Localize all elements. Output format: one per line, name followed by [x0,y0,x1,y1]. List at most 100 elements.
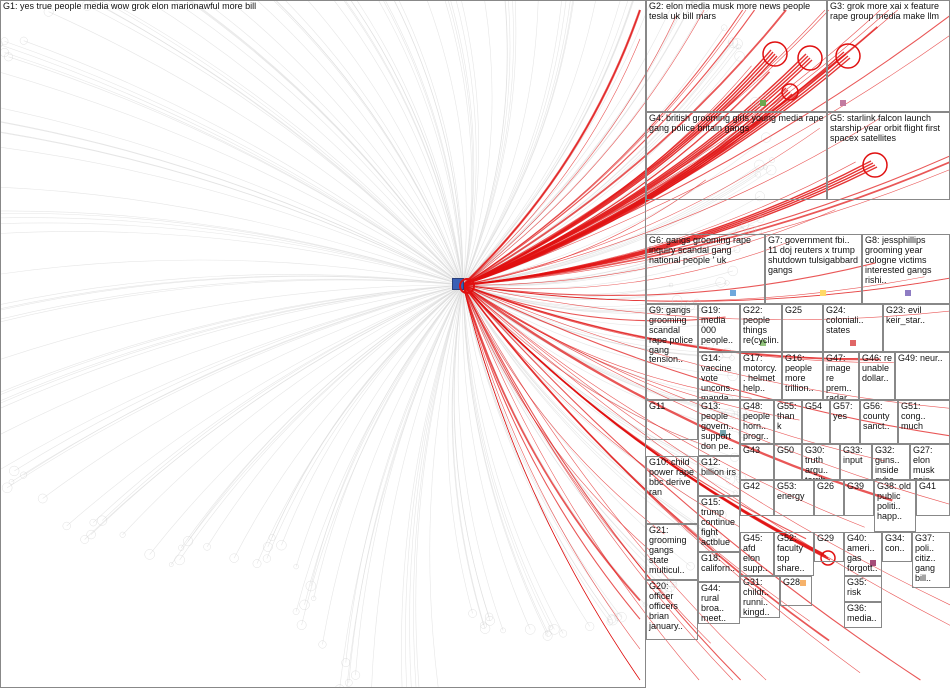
group-box-g52: G52: faculty top share.. [774,532,814,576]
group-box-g43: G43 [740,444,774,480]
group-box-g1: G1: yes true people media wow grok elon … [0,0,646,688]
group-label: G42 [743,482,771,492]
group-label: G23: evil keir_star.. [886,306,947,326]
group-box-g46: G46: re unable dollar.. [859,352,895,400]
group-box-g26: G26 [814,480,844,516]
group-label: G48: people horn.. progr.. [743,402,771,442]
group-box-g8: G8: jessphillips grooming year cologne v… [862,234,950,304]
group-label: G26 [817,482,841,492]
group-label: G11 [649,402,695,412]
group-label: G53: energy [777,482,811,502]
group-label: G19: media 000 people.. [701,306,737,346]
group-box-g17: G17: motorcy.. helmet help.. [740,352,782,400]
group-box-g21: G21: grooming gangs state multicul.. [646,524,698,580]
group-label: G29 [817,534,841,544]
group-box-g29: G29 [814,532,844,562]
group-label: G49: neur.. [898,354,947,364]
group-label: G56: county sanct.. [863,402,895,432]
group-label: G9: gangs grooming scandal rape police g… [649,306,695,365]
group-box-g38: G38: old public politi.. happ.. [874,480,916,532]
group-label: G35: risk [847,578,879,598]
group-label: G43 [743,446,771,456]
group-label: G44: rural broa.. meet.. [701,584,737,624]
group-label: G50 [777,446,799,456]
group-box-g32: G32: guns.. inside cybe.. [872,444,910,480]
group-label: G45: afd elon supp.. [743,534,771,574]
group-label: G54 [805,402,827,412]
group-label: G8: jessphillips grooming year cologne v… [865,236,947,285]
group-box-g5: G5: starlink falcon launch starship year… [827,112,950,200]
group-box-g40: G40: ameri.. gas forgott.. [844,532,882,576]
group-box-g56: G56: county sanct.. [860,400,898,444]
group-box-g57: G57: yes [830,400,860,444]
group-label: G16: people more trillion.. [785,354,820,394]
group-box-g31: G31: childr.. runni.. kingd.. [740,576,780,618]
group-label: G5: starlink falcon launch starship year… [830,114,947,144]
group-label: G24: coloniali.. states [826,306,880,336]
group-label: G13: people govern.. support don pe.. [701,402,737,451]
group-label: G46: re unable dollar.. [862,354,892,384]
group-box-g9: G9: gangs grooming scandal rape police g… [646,304,698,400]
group-box-g27: G27: elon musk goin.. [910,444,950,480]
group-label: G41 [919,482,947,492]
group-label: G18: californ.. [701,554,737,574]
group-box-g34: G34: con.. [882,532,912,562]
group-label: G47: image re prem.. radar.. [826,354,856,400]
group-box-g42: G42 [740,480,774,516]
group-label: G2: elon media musk more news people tes… [649,2,824,22]
central-hub-circle [459,278,475,294]
group-box-g10: G10: child power rape bbc derive ran [646,456,698,524]
group-box-g39: G39 [844,480,874,516]
group-box-g54: G54 [802,400,830,444]
group-box-g20: G20: officer officers brian january.. [646,580,698,640]
group-box-g30: G30: truth argu.. terrib.. [802,444,840,480]
group-box-g11: G11 [646,400,698,440]
group-box-g2: G2: elon media musk more news people tes… [646,0,827,112]
group-box-g24: G24: coloniali.. states [823,304,883,352]
group-label: G1: yes true people media wow grok elon … [3,2,643,12]
group-box-g13: G13: people govern.. support don pe.. [698,400,740,456]
group-label: G12: billion irs [701,458,737,478]
group-box-g3: G3: grok more xai x feature rape group m… [827,0,950,112]
group-box-g47: G47: image re prem.. radar.. [823,352,859,400]
group-box-g55: G55: thank [774,400,802,444]
group-box-g19: G19: media 000 people.. [698,304,740,352]
group-box-g45: G45: afd elon supp.. [740,532,774,576]
group-box-g50: G50 [774,444,802,480]
group-box-g15: G15: trump continue fight actblue [698,496,740,552]
group-label: G33: input [843,446,869,466]
group-box-g22: G22: people things re(cyclin.. [740,304,782,352]
group-label: G28 [783,578,809,588]
group-box-g44: G44: rural broa.. meet.. [698,582,740,624]
group-box-g37: G37: poli.. citiz.. gang bill.. [912,532,950,588]
group-label: G4: british grooming girls young media r… [649,114,824,134]
group-label: G15: trump continue fight actblue [701,498,737,547]
group-box-g6: G6: gangs grooming rape inquiry scandal … [646,234,765,304]
group-box-g25: G25 [782,304,823,352]
group-box-g12: G12: billion irs [698,456,740,496]
group-label: G22: people things re(cyclin.. [743,306,779,352]
group-label: G25 [785,306,820,316]
group-label: G36: media.. [847,604,879,624]
group-label: G14: vaccine vote uncons.. manda.. [701,354,737,400]
group-label: G39 [847,482,871,492]
group-label: G37: poli.. citiz.. gang bill.. [915,534,947,583]
group-label: G52: faculty top share.. [777,534,811,574]
group-box-g18: G18: californ.. [698,552,740,582]
group-label: G34: con.. [885,534,909,554]
group-box-g28: G28 [780,576,812,606]
group-label: G30: truth argu.. terrib.. [805,446,837,480]
group-box-g14: G14: vaccine vote uncons.. manda.. [698,352,740,400]
group-box-g16: G16: people more trillion.. [782,352,823,400]
group-label: G57: yes [833,402,857,422]
group-label: G32: guns.. inside cybe.. [875,446,907,480]
group-label: G51: cong.. much [901,402,947,432]
group-box-g48: G48: people horn.. progr.. [740,400,774,444]
group-label: G17: motorcy.. helmet help.. [743,354,779,394]
group-box-g23: G23: evil keir_star.. [883,304,950,352]
group-label: G40: ameri.. gas forgott.. [847,534,879,574]
group-box-g33: G33: input [840,444,872,480]
group-box-g36: G36: media.. [844,602,882,628]
group-label: G21: grooming gangs state multicul.. [649,526,695,575]
group-label: G6: gangs grooming rape inquiry scandal … [649,236,762,266]
